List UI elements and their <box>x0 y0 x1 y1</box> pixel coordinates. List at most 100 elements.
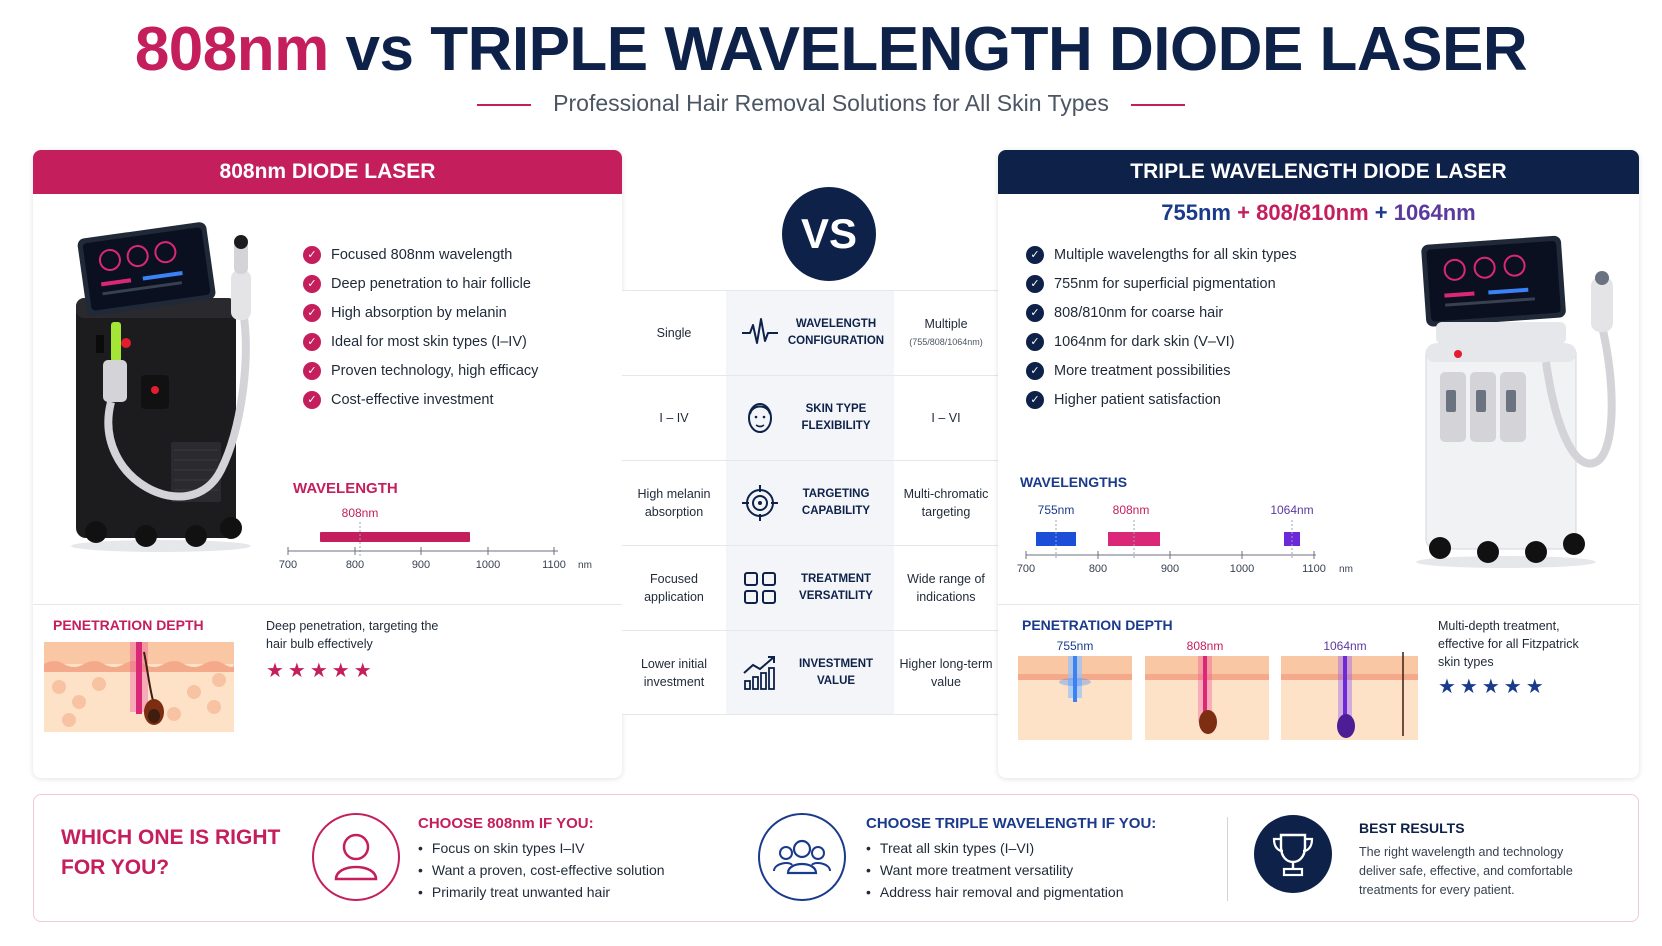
card-triple-wavelength: TRIPLE WAVELENGTH DIODE LASER 755nm + 80… <box>998 150 1639 778</box>
plus-sign: + <box>1374 200 1388 225</box>
which-line-2: FOR YOU? <box>61 856 170 879</box>
axis-tick: 700 <box>1017 563 1035 575</box>
triple-rating-stars: ★★★★★ <box>1438 676 1548 698</box>
comparison-row: Lower initial investment INVESTMENT VALU… <box>622 630 998 715</box>
triple-feature: ✓ 755nm for superficial pigmentation <box>1026 269 1297 298</box>
bottom-divider <box>1227 817 1228 901</box>
choose-808-item: Want a proven, cost-effective solution <box>418 862 665 884</box>
choose-triple-list: Treat all skin types (I–VI) Want more tr… <box>866 840 1124 906</box>
triple-feature: ✓ Multiple wavelengths for all skin types <box>1026 240 1297 269</box>
check-icon: ✓ <box>1026 303 1044 322</box>
criterion-label: INVESTMENT VALUE <box>798 657 874 687</box>
band-1064 <box>1284 532 1300 546</box>
check-icon: ✓ <box>303 303 321 322</box>
comparison-table: Single WAVELENGTH CONFIGURATION Multiple… <box>622 290 998 715</box>
check-icon: ✓ <box>1026 332 1044 351</box>
808nm-wavelength-scale: 808nm 700 800 900 1000 1100 nm <box>279 506 592 570</box>
subtitle-rule-right <box>1130 103 1185 106</box>
which-line-1: WHICH ONE IS RIGHT <box>61 826 281 849</box>
wl-755: 755nm <box>1161 200 1231 225</box>
subtitle-text: Professional Hair Removal Solutions for … <box>553 90 1109 116</box>
comparison-criterion: INVESTMENT VALUE <box>726 631 894 714</box>
comparison-right-value: Multiple (755/808/1064nm) <box>894 291 998 375</box>
808nm-divider <box>33 604 622 605</box>
feature-text: Higher patient satisfaction <box>1054 391 1221 408</box>
808nm-penetration-text: Deep penetration, targeting the hair bul… <box>266 619 439 651</box>
pen-label-808: 808nm <box>1187 639 1224 653</box>
808nm-feature-list: ✓ Focused 808nm wavelength ✓ Deep penetrat… <box>303 240 538 414</box>
right-value-sub: (755/808/1064nm) <box>909 337 983 347</box>
808nm-machine-image <box>71 222 251 552</box>
808nm-feature: ✓ Deep penetration to hair follicle <box>303 269 538 298</box>
comparison-row: I – IV SKIN TYPE FLEXIBILITY I – VI <box>622 375 998 460</box>
triple-wavelength-list: 755nm + 808/810nm + 1064nm <box>998 200 1639 226</box>
criterion-label: TREATMENT VERSATILITY <box>799 573 873 602</box>
triple-penetration-label: PENETRATION DEPTH <box>1022 617 1173 633</box>
comparison-right-value: I – VI <box>894 376 998 460</box>
comparison-row: Focused application TREATMENT VERSATILIT… <box>622 545 998 630</box>
axis-tick: 800 <box>1089 563 1107 575</box>
choose-triple-heading: CHOOSE TRIPLE WAVELENGTH IF YOU: <box>866 815 1157 832</box>
808nm-feature: ✓ Ideal for most skin types (I–IV) <box>303 327 538 356</box>
choose-808-list: Focus on skin types I–IV Want a proven, … <box>418 840 665 906</box>
choose-808-heading: CHOOSE 808nm IF YOU: <box>418 815 594 832</box>
axis-tick: 1000 <box>476 559 500 570</box>
808nm-rating-stars: ★★★★★ <box>266 660 376 682</box>
comparison-right-value: Higher long-term value <box>894 631 998 714</box>
plus-sign: + <box>1237 200 1250 225</box>
808nm-skin-diagram <box>44 642 234 732</box>
best-results-heading: BEST RESULTS <box>1359 820 1465 836</box>
check-icon: ✓ <box>303 274 321 293</box>
feature-text: Multiple wavelengths for all skin types <box>1054 246 1297 263</box>
face-icon <box>748 403 772 433</box>
808nm-penetration-label: PENETRATION DEPTH <box>53 617 204 633</box>
triple-feature: ✓ 808/810nm for coarse hair <box>1026 298 1297 327</box>
pen-label-1064: 1064nm <box>1323 639 1366 653</box>
comparison-left-value: Focused application <box>622 546 726 630</box>
comparison-right-value: Wide range of indications <box>894 546 998 630</box>
check-icon: ✓ <box>303 390 321 409</box>
axis-tick: 900 <box>412 559 430 570</box>
choose-triple-item: Address hair removal and pigmentation <box>866 884 1124 906</box>
feature-text: Ideal for most skin types (I–IV) <box>331 333 527 350</box>
choose-triple-item: Treat all skin types (I–VI) <box>866 840 1123 862</box>
page-subtitle: Professional Hair Removal Solutions for … <box>0 90 1662 117</box>
808nm-feature: ✓ Focused 808nm wavelength <box>303 240 538 269</box>
band-label-808: 808nm <box>1113 503 1150 517</box>
vs-badge: VS <box>782 187 876 281</box>
axis-tick: 700 <box>279 559 297 570</box>
axis-unit: nm <box>1339 564 1353 575</box>
which-one-heading: WHICH ONE IS RIGHT FOR YOU? <box>61 823 280 883</box>
808nm-feature: ✓ High absorption by melanin <box>303 298 538 327</box>
triple-feature: ✓ Higher patient satisfaction <box>1026 385 1297 414</box>
trophy-icon <box>1254 815 1332 893</box>
criterion-label: TARGETING CAPABILITY <box>801 488 871 517</box>
check-icon: ✓ <box>1026 274 1044 293</box>
check-icon: ✓ <box>1026 390 1044 409</box>
right-value-main: Multiple <box>924 317 968 331</box>
waveform-icon <box>742 318 778 344</box>
feature-text: More treatment possibilities <box>1054 362 1231 379</box>
triple-feature-list: ✓ Multiple wavelengths for all skin types… <box>1026 240 1297 414</box>
axis-unit: nm <box>578 560 592 570</box>
comparison-row: Single WAVELENGTH CONFIGURATION Multiple… <box>622 290 998 375</box>
check-icon: ✓ <box>1026 245 1044 264</box>
feature-text: 755nm for superficial pigmentation <box>1054 275 1276 292</box>
triple-feature: ✓ More treatment possibilities <box>1026 356 1297 385</box>
triple-skin-diagrams: 755nm 808nm 1064nm <box>1018 639 1418 740</box>
feature-text: Cost-effective investment <box>331 391 494 408</box>
target-icon <box>742 485 778 521</box>
axis-tick: 800 <box>346 559 364 570</box>
808nm-feature: ✓ Cost-effective investment <box>303 385 538 414</box>
comparison-criterion: SKIN TYPE FLEXIBILITY <box>726 376 894 460</box>
wl-808: 808/810nm <box>1256 200 1369 225</box>
check-icon: ✓ <box>1026 361 1044 380</box>
comparison-row: High melanin absorption TARGETING CAPABI… <box>622 460 998 545</box>
best-results-line: The right wavelength and technology <box>1359 845 1564 859</box>
feature-text: Focused 808nm wavelength <box>331 246 513 263</box>
comparison-left-value: Lower initial investment <box>622 631 726 714</box>
check-icon: ✓ <box>303 361 321 380</box>
comparison-right-value: Multi-chromatic targeting <box>894 461 998 545</box>
band-label-1064: 1064nm <box>1270 503 1313 517</box>
wl-1064: 1064nm <box>1393 200 1476 225</box>
